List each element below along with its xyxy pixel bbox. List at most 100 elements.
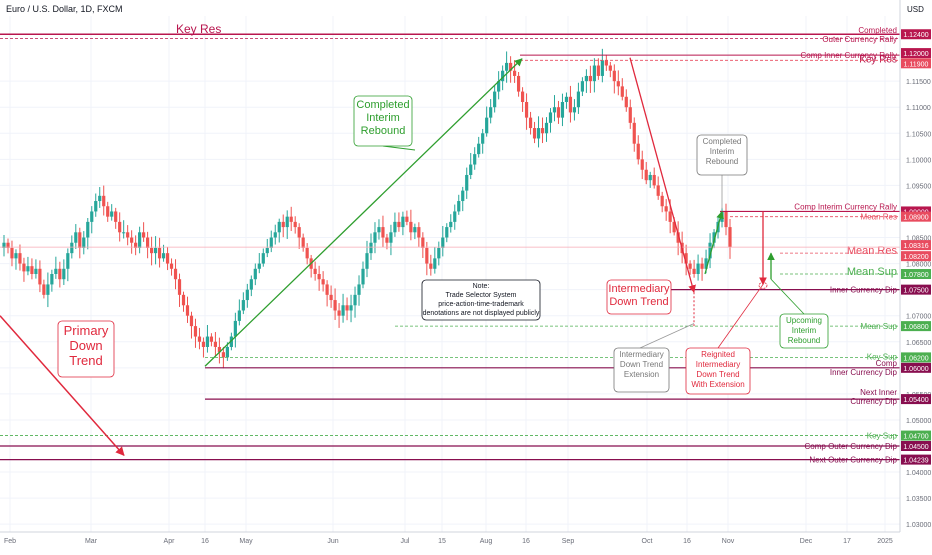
candle-body (197, 336, 202, 342)
candle-body (429, 263, 433, 269)
candle-body (473, 154, 477, 165)
candle-body (608, 65, 612, 71)
candle-body (660, 195, 664, 207)
annotation-note-text: Note: Trade Selector System price-action-t… (423, 283, 540, 317)
candle-body (580, 81, 585, 92)
candle-body (325, 284, 329, 295)
candle-body (381, 227, 385, 238)
candle-body (122, 232, 126, 234)
y-tick-label: 1.10500 (906, 131, 931, 138)
candle-body (189, 315, 194, 327)
level-label: Comp Inner Currency Rally (801, 51, 897, 60)
candle-body (26, 266, 30, 272)
candle-body (576, 91, 581, 108)
annotation-upcoming-rebound (779, 313, 829, 349)
level-label: Mean Sup (861, 322, 898, 331)
candle-body (600, 60, 604, 76)
candle-body (229, 336, 233, 347)
candle-body (261, 253, 265, 264)
candle-body (584, 75, 588, 82)
level-label: Mean Sup (847, 266, 897, 278)
candle-body (146, 237, 150, 248)
connector-rebound (382, 145, 416, 151)
x-tick-label: Jun (327, 538, 338, 545)
price-badge-text: 1.05400 (903, 397, 928, 404)
level-label: Key Sup (867, 352, 898, 361)
chart-title: Euro / U.S. Dollar, 1D, FXCM (6, 4, 123, 14)
candle-body (337, 310, 341, 316)
candle-body (185, 305, 190, 316)
candle-body (265, 247, 269, 254)
candle-body (353, 294, 357, 306)
candle-body (441, 237, 445, 248)
level-label: Comp Inner Currency Dip (830, 359, 898, 377)
price-badge-text: 1.06200 (903, 355, 928, 362)
annotation-completed-rebound-small (696, 134, 748, 176)
annotation-upcoming-rebound-text: Upcoming Interim Rebound (786, 316, 822, 345)
candle-body (708, 242, 712, 259)
candle-body (18, 253, 22, 264)
key-res-label: Key Res (176, 22, 221, 36)
level-label: Comp Outer Currency Dip (805, 442, 898, 451)
price-badge (901, 454, 931, 465)
candle-body (640, 159, 644, 170)
candle-body (181, 294, 186, 306)
candle-body (301, 237, 305, 248)
candle-body (632, 122, 636, 144)
candle-body (393, 221, 397, 233)
price-badge (901, 58, 931, 69)
candle-body (397, 221, 401, 228)
candle-body (592, 65, 596, 82)
candle-body (94, 201, 98, 212)
annotation-intermediary-down-trend-text: Intermediary Down Trend (608, 283, 670, 308)
currency-label: USD (907, 5, 924, 14)
y-tick-label: 1.03500 (906, 496, 931, 503)
candle-body (453, 211, 457, 222)
price-badge (901, 430, 931, 441)
x-tick-label: Nov (722, 538, 735, 545)
price-badge-text: 1.12400 (903, 32, 928, 39)
candle-body (477, 143, 481, 155)
candle-body (253, 268, 257, 280)
candle-body (345, 305, 349, 311)
candle-body (568, 96, 573, 113)
candle-body (149, 247, 154, 254)
candle-body (536, 128, 541, 139)
candle-body (333, 300, 337, 311)
candle-body (696, 263, 700, 274)
level-label: Inner Currency Dip (830, 286, 898, 295)
price-badge-text: 1.06800 (903, 324, 928, 331)
candle-body (373, 232, 377, 243)
candle-body (377, 227, 381, 233)
level-label: Next Outer Currency Dip (809, 456, 897, 465)
candle-body (74, 232, 78, 243)
candle-body (213, 341, 218, 347)
candle-body (257, 263, 261, 269)
candle-body (157, 247, 162, 259)
x-tick-label: Oct (642, 538, 653, 545)
price-badge (901, 284, 931, 295)
candle-body (165, 253, 170, 264)
candle-body (612, 70, 616, 82)
y-tick-label: 1.04000 (906, 470, 931, 477)
candle-body (501, 70, 505, 82)
candle-body (201, 341, 206, 347)
candle-body (624, 96, 628, 108)
annotation-completed-rebound-small-text: Completed Interim Rebound (703, 137, 742, 166)
candle-body (461, 190, 465, 202)
candle-body (58, 268, 62, 280)
x-tick-label: 16 (522, 538, 530, 545)
candle-body (664, 206, 668, 212)
candle-body (656, 185, 660, 196)
price-badge-text: 1.08900 (903, 215, 928, 222)
candle-body (285, 216, 289, 228)
y-tick-label: 1.06500 (906, 340, 931, 347)
y-tick-label: 1.05000 (906, 418, 931, 425)
candle-body (221, 352, 225, 358)
candle-body (385, 237, 389, 243)
candle-body (684, 253, 688, 264)
candle-body (293, 221, 297, 228)
